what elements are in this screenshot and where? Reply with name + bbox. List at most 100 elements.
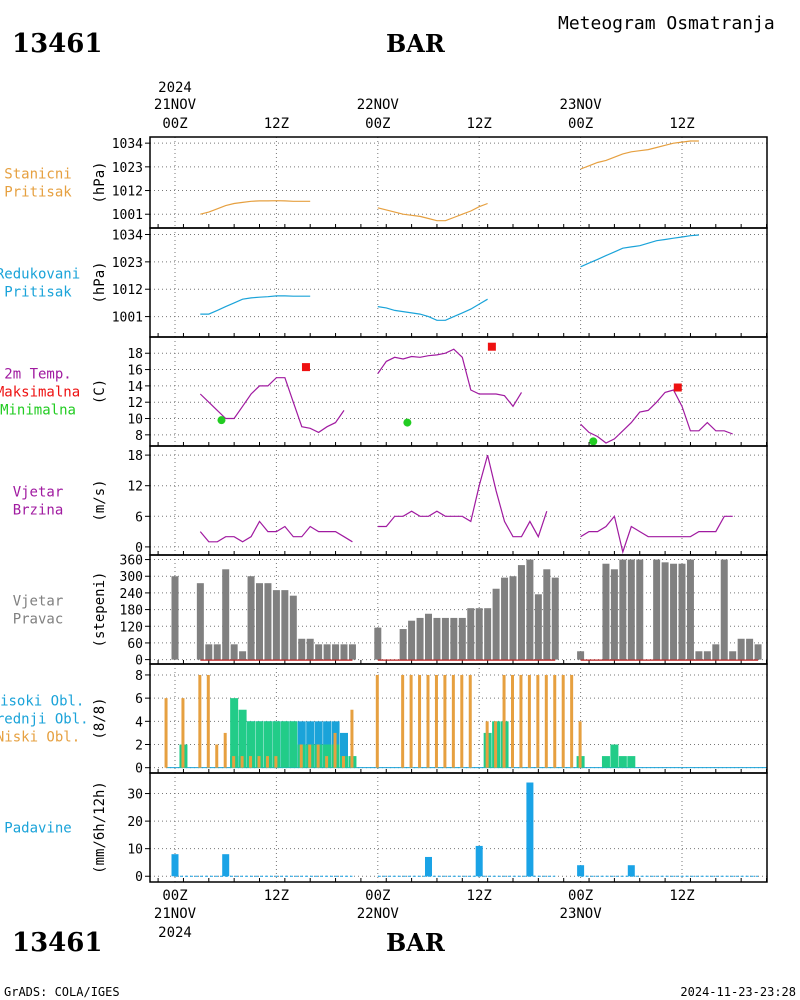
direction-bar [610, 569, 618, 660]
panel-4 [145, 445, 768, 556]
y-tick-label: 0 [135, 870, 143, 885]
cloud-low-bar [333, 732, 337, 768]
x-day-top: 23NOV [560, 97, 603, 113]
y-tick-label: 300 [120, 570, 143, 585]
cloud-low-bar [350, 709, 354, 768]
panel-label-line: Vjetar [13, 485, 64, 501]
direction-bar [247, 576, 255, 660]
panel-label-line: Niski Obl. [0, 730, 80, 746]
direction-bar [298, 638, 306, 660]
direction-bar [737, 638, 745, 660]
y-tick-label: 1001 [112, 311, 143, 326]
station-name-bottom: BAR [386, 928, 445, 957]
direction-bar [517, 565, 525, 660]
direction-bar [678, 563, 686, 660]
cloud-mid-bar [601, 756, 610, 768]
direction-bar [272, 590, 280, 660]
cloud-low-bar [299, 744, 303, 768]
panel-label-line: Srednji Obl. [0, 712, 89, 728]
direction-bar [205, 644, 213, 660]
cloud-mid-bar [255, 721, 264, 768]
direction-bar [441, 617, 449, 660]
y-tick-label: 360 [120, 554, 143, 569]
y-tick-label: 1034 [112, 137, 143, 152]
cloud-low-bar [215, 744, 219, 768]
panel-frame [149, 772, 768, 883]
direction-bar [458, 617, 466, 660]
y-axis-label: (8/8) [92, 697, 108, 739]
direction-bar [686, 559, 694, 660]
direction-bar [374, 627, 382, 660]
cloud-low-bar [468, 674, 472, 768]
cloud-low-bar [434, 674, 438, 768]
cloud-mid-bar [247, 721, 256, 768]
x-hour-top: 00Z [365, 116, 390, 132]
panel-frame [149, 445, 768, 556]
x-day-bottom: 21NOV [154, 906, 197, 922]
y-tick-label: 18 [127, 347, 143, 362]
tmax-marker [487, 342, 496, 351]
cloud-low-bar [578, 721, 582, 768]
y-tick-label: 120 [120, 620, 143, 635]
y-tick-label: 1001 [112, 208, 143, 223]
x-hour-bottom: 00Z [568, 888, 593, 904]
direction-bar [729, 651, 737, 660]
cloud-low-bar [494, 721, 498, 768]
tmin-marker [403, 418, 412, 427]
series-line [199, 377, 345, 434]
footer-right: 2024-11-23-23:28 [680, 985, 796, 999]
direction-bar [577, 651, 585, 660]
series-line [377, 298, 488, 321]
x-hour-bottom: 12Z [264, 888, 289, 904]
direction-bar [661, 562, 669, 660]
tmin-marker [217, 416, 226, 425]
y-tick-label: 180 [120, 604, 143, 619]
x-hour-top: 12Z [669, 116, 694, 132]
panel-1 [145, 136, 768, 229]
direction-bar [196, 583, 204, 660]
series-line [377, 348, 523, 408]
direction-bar [433, 617, 441, 660]
panel-frame [149, 227, 768, 338]
direction-bar [712, 644, 720, 660]
direction-bar [171, 576, 179, 660]
direction-bar [256, 583, 263, 660]
cloud-low-bar [181, 698, 185, 768]
panel-label-line: Pritisak [4, 185, 72, 201]
series-line [200, 295, 311, 315]
panel-label-line: Vjetar [13, 594, 64, 610]
station-id-top: 13461 [12, 29, 103, 59]
cloud-mid-bar [230, 698, 239, 768]
y-axis-label: (C) [92, 379, 108, 404]
cloud-low-bar [553, 674, 557, 768]
series-line [199, 520, 353, 543]
x-hour-top: 12Z [467, 116, 492, 132]
cloud-low-bar [232, 756, 236, 768]
direction-bar [484, 608, 492, 660]
precip-bar [171, 854, 179, 877]
direction-bar [602, 563, 610, 660]
precip-bar [425, 856, 432, 877]
direction-bar [653, 559, 661, 660]
cloud-low-bar [308, 744, 312, 768]
direction-bar [289, 595, 297, 660]
y-tick-label: 1012 [112, 283, 143, 298]
cloud-mid-bar [618, 756, 627, 768]
x-hour-top: 00Z [568, 116, 593, 132]
direction-bar [754, 644, 762, 660]
y-tick-label: 12 [127, 480, 143, 495]
precip-bar [577, 865, 585, 877]
y-tick-label: 12 [127, 396, 143, 411]
x-day-bottom: 23NOV [560, 906, 603, 922]
panel-6 [145, 663, 768, 774]
series-line [200, 200, 311, 215]
direction-bar [543, 569, 551, 660]
panel-2 [145, 227, 768, 338]
direction-bar [627, 559, 635, 660]
direction-bar [746, 638, 754, 660]
panel-label-line: Padavine [4, 821, 71, 837]
direction-bar [315, 644, 323, 660]
y-axis-label: (hPa) [92, 261, 108, 303]
y-tick-label: 30 [127, 788, 143, 803]
